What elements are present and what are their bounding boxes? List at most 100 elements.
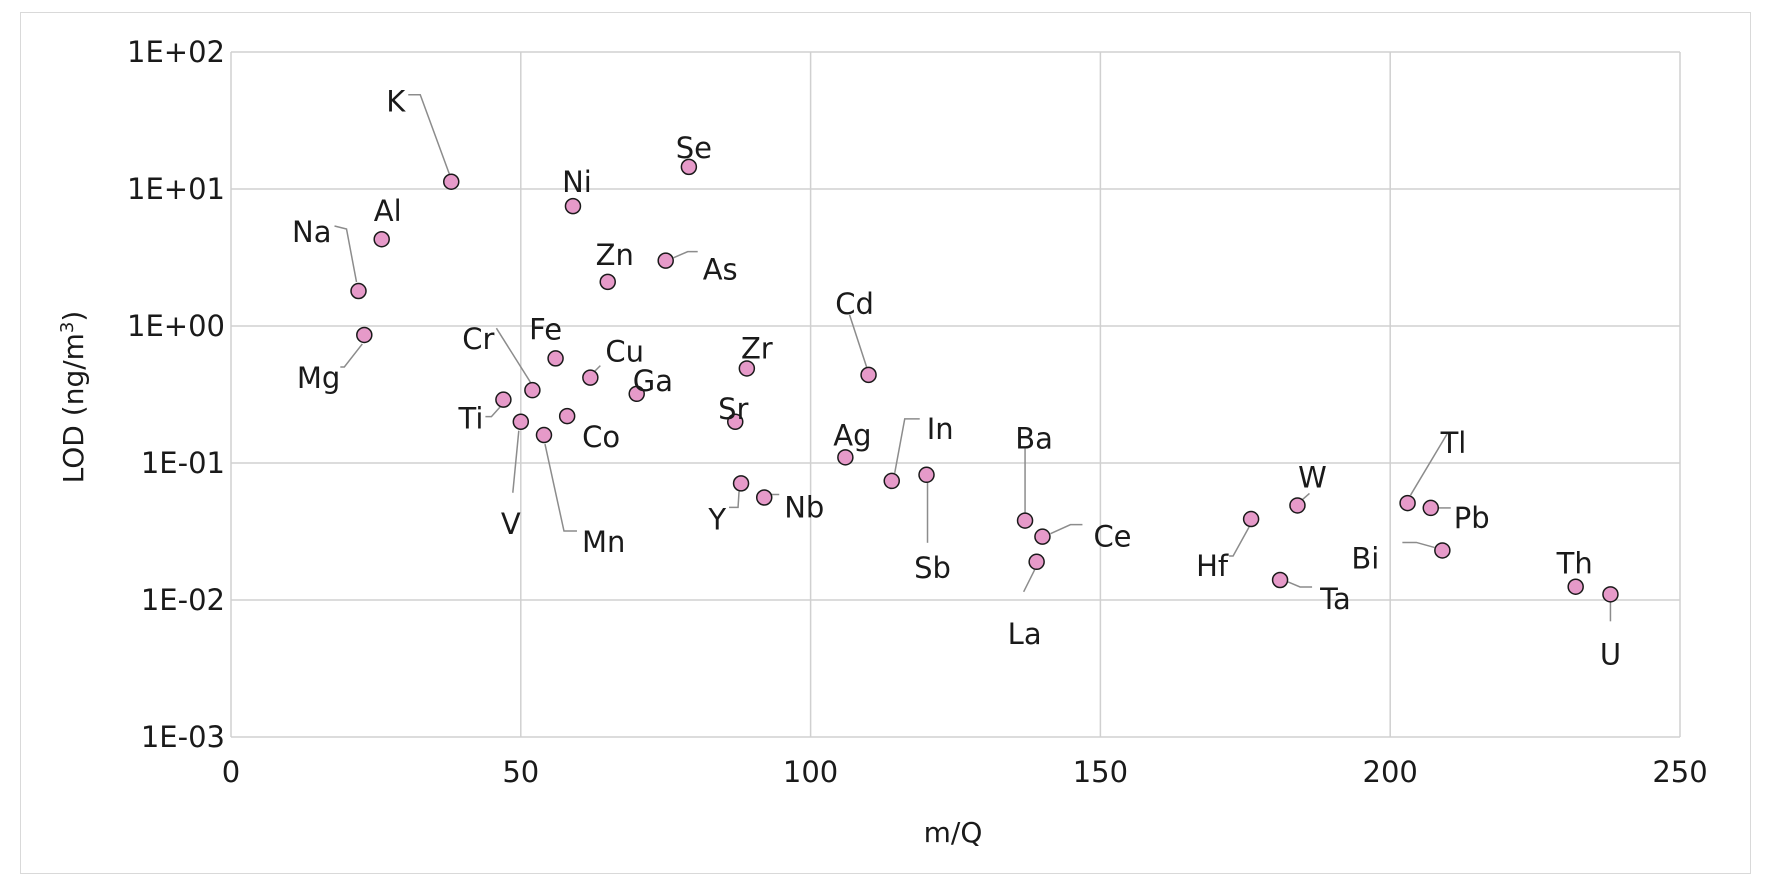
data-point-ba [1016, 512, 1034, 529]
data-point-bi [1434, 542, 1451, 559]
x-tick-label: 250 [1652, 755, 1707, 789]
data-point-la [1028, 553, 1045, 571]
point-label-cd: Cd [835, 287, 874, 321]
x-tick-label: 0 [222, 755, 240, 789]
data-point-ti [495, 391, 512, 408]
point-label-sr: Sr [718, 392, 748, 426]
point-label-sb: Sb [914, 551, 951, 585]
point-label-in: In [927, 412, 954, 446]
data-point-as [657, 252, 674, 269]
grid [230, 51, 1681, 738]
point-label-nb: Nb [784, 490, 824, 524]
tick-labels: 1E-03 1E-02 1E-01 1E+00 1E+01 1E+02 0 50 100 150 2… [127, 35, 1708, 789]
leader-line-cu [593, 365, 601, 373]
point-label-se: Se [676, 131, 712, 165]
point-label-ce: Ce [1093, 520, 1131, 554]
data-point-mn [535, 426, 553, 444]
data-point-w [1289, 497, 1306, 514]
leader-line-la [1022, 569, 1036, 593]
point-label-bi: Bi [1351, 541, 1379, 575]
data-point-fe [547, 350, 564, 367]
leader-line-ta [1287, 581, 1313, 588]
data-markers [350, 158, 1619, 603]
data-point-mg [356, 326, 373, 344]
point-label-w: W [1298, 460, 1327, 494]
data-point-co [558, 407, 576, 425]
leader-line-v [512, 430, 520, 493]
leader-lines [334, 93, 1612, 622]
point-label-hf: Hf [1196, 549, 1229, 583]
point-label-y: Y [707, 502, 726, 536]
x-axis-title: m/Q [924, 816, 983, 849]
point-label-pb: Pb [1454, 501, 1490, 535]
data-point-ga [628, 385, 645, 403]
data-point-al [373, 230, 390, 248]
point-label-ti: Ti [458, 402, 484, 436]
leader-line-as [673, 250, 698, 259]
data-point-in [883, 472, 900, 490]
data-point-se [680, 158, 698, 176]
point-label-ga: Ga [633, 364, 673, 398]
point-label-th: Th [1556, 547, 1593, 581]
point-label-cu: Cu [605, 335, 644, 369]
chart-frame [20, 12, 1751, 874]
y-tick-label: 1E+02 [127, 35, 225, 69]
y-tick-label: 1E-01 [141, 446, 225, 480]
point-label-ag: Ag [833, 418, 871, 452]
point-label-fe: Fe [529, 312, 562, 346]
data-point-k [442, 173, 460, 190]
data-point-cu [582, 369, 599, 386]
point-label-tl: Tl [1440, 426, 1467, 460]
point-label-zr: Zr [741, 331, 773, 365]
data-point-na [350, 282, 367, 300]
y-tick-label: 1E-02 [141, 583, 225, 617]
x-tick-label: 100 [783, 755, 838, 789]
point-label-u: U [1600, 637, 1621, 671]
leader-line-mg [340, 343, 363, 368]
data-point-v [512, 413, 530, 431]
leader-line-cd [848, 314, 868, 368]
x-tick-label: 50 [502, 755, 539, 789]
y-axis-title-suffix: ) [57, 311, 90, 322]
point-label-al: Al [374, 194, 402, 228]
data-point-pb [1422, 499, 1440, 517]
leader-line-na [334, 225, 358, 283]
point-label-k: K [386, 85, 406, 119]
leader-line-bi [1402, 541, 1435, 549]
leader-line-ce [1050, 523, 1083, 535]
data-point-hf [1242, 510, 1260, 528]
data-point-ce [1034, 528, 1051, 545]
point-label-mg: Mg [297, 361, 340, 395]
data-point-sr [727, 413, 744, 431]
y-tick-label: 1E+00 [127, 309, 225, 343]
data-point-zr [738, 360, 756, 377]
data-point-ta [1271, 571, 1289, 589]
point-label-as: As [703, 253, 738, 287]
y-tick-label: 1E+01 [127, 172, 225, 206]
data-point-cd [860, 366, 877, 384]
data-point-ag [837, 449, 854, 466]
y-axis-title-main: LOD (ng/m [57, 333, 90, 483]
point-label-co: Co [582, 420, 620, 454]
point-label-zn: Zn [596, 238, 634, 272]
data-point-y [732, 475, 750, 492]
leader-line-k [408, 93, 450, 174]
leader-line-tl [1409, 432, 1456, 496]
data-point-cr [524, 381, 541, 399]
point-label-ni: Ni [562, 165, 592, 199]
data-point-nb [755, 489, 773, 506]
data-point-sb [918, 466, 935, 484]
y-axis-title-superscript: 3 [57, 322, 78, 333]
leader-line-y [729, 491, 740, 509]
data-point-ni [564, 197, 582, 215]
data-point-th [1567, 578, 1584, 595]
y-tick-label: 1E-03 [141, 720, 225, 754]
x-tick-label: 150 [1073, 755, 1128, 789]
point-label-ta: Ta [1319, 582, 1351, 616]
leader-line-mn [544, 443, 577, 532]
leader-line-cr [495, 327, 532, 383]
leader-line-in [894, 418, 920, 474]
data-point-u [1602, 586, 1619, 603]
point-labels: Na Mg Al K Ti V Cr Mn Fe Co Ni Cu Zn Ga As Se Sr Y Zr Nb Ag C… [292, 85, 1621, 672]
